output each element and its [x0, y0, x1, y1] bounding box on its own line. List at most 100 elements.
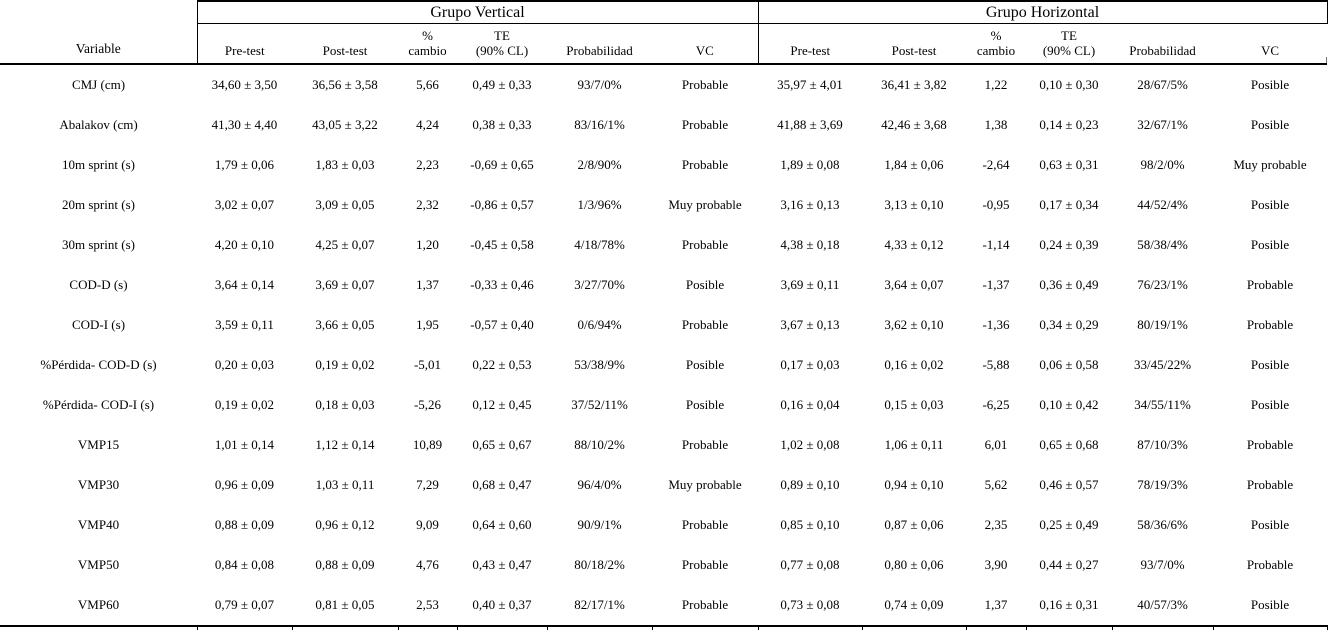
v-col-post-test: Post-test — [292, 23, 398, 65]
value-cell: 0,24 ± 0,39 — [1039, 237, 1099, 252]
value-cell: 0/6/94% — [577, 317, 622, 332]
value-cell: 28/67/5% — [1137, 77, 1188, 92]
value-cell: -6,25 — [982, 397, 1010, 412]
h-col-pre-test: Pre-test — [757, 23, 862, 65]
variable-cell: 30m sprint (s) — [62, 237, 135, 252]
value-cell: 90/9/1% — [577, 517, 622, 532]
value-cell: -1,36 — [982, 317, 1010, 332]
tick-cell — [0, 626, 197, 630]
value-cell: 76/23/1% — [1137, 277, 1188, 292]
value-cell: 93/7/0% — [577, 77, 622, 92]
value-cell: -2,64 — [982, 157, 1010, 172]
value-cell: 3/27/70% — [574, 277, 625, 292]
value-cell: 4,25 ± 0,07 — [315, 237, 375, 252]
h-col-post-test: Post-test — [862, 23, 966, 65]
value-cell: 0,44 ± 0,27 — [1039, 557, 1099, 572]
table-body: CMJ (cm) 34,60 ± 3,50 36,56 ± 3,58 5,66 0,49… — [0, 64, 1328, 627]
value-cell: -1,37 — [982, 277, 1010, 292]
value-cell: 1,79 ± 0,06 — [214, 157, 275, 172]
variable-cell: VMP60 — [0, 585, 197, 627]
value-cell: 4,24 — [416, 117, 439, 132]
value-cell: Probable — [652, 585, 758, 627]
table-row: Abalakov (cm) 41,30 ± 4,40 43,05 ± 3,22 4,2… — [0, 105, 1327, 145]
value-cell: 1,38 — [984, 117, 1008, 132]
h-col-te-90cl: TE (90% CL) — [1026, 23, 1112, 65]
variable-cell: %Pérdida- COD-I (s) — [42, 397, 155, 412]
value-cell: 4,20 ± 0,10 — [214, 237, 275, 252]
value-cell: 3,02 ± 0,07 — [214, 197, 275, 212]
value-cell: 33/45/22% — [1133, 357, 1192, 372]
value-cell: 42,46 ± 3,68 — [881, 117, 947, 132]
value-cell: Posible — [1250, 237, 1290, 252]
value-cell: 43,05 ± 3,22 — [312, 117, 378, 132]
value-cell: 3,09 ± 0,05 — [315, 197, 375, 212]
variable-cell: 10m sprint (s) — [62, 157, 135, 172]
value-cell: 0,25 ± 0,49 — [1039, 517, 1099, 532]
value-cell: 3,90 — [984, 557, 1008, 572]
value-cell: 5,62 — [984, 477, 1008, 492]
value-cell: 2/8/90% — [577, 157, 622, 172]
table-row: %Pérdida- COD-I (s) 0,19 ± 0,02 0,18 ± 0,0… — [0, 385, 1327, 425]
value-cell: 2,32 — [416, 197, 439, 212]
value-cell: 0,85 ± 0,10 — [780, 517, 840, 532]
v-col-vc: VC — [652, 23, 758, 65]
value-cell: 88/10/2% — [574, 437, 625, 452]
table-row: VMP40 0,88 ± 0,09 0,96 ± 0,12 9,09 0,64 ± 0,… — [0, 505, 1327, 545]
value-cell: 87/10/3% — [1137, 437, 1188, 452]
value-cell: 44/52/4% — [1137, 197, 1188, 212]
value-cell: 3,64 ± 0,07 — [884, 277, 944, 292]
bottom-tick-row — [0, 626, 1328, 630]
value-cell: 1,83 ± 0,03 — [315, 157, 375, 172]
value-cell: 3,66 ± 0,05 — [315, 317, 375, 332]
value-cell: 96/4/0% — [577, 477, 622, 492]
value-cell: Posible — [1213, 585, 1328, 627]
value-cell: 1,01 ± 0,14 — [214, 437, 275, 452]
value-cell: 0,96 ± 0,09 — [214, 477, 275, 492]
value-cell: 80/19/1% — [1137, 317, 1188, 332]
table-row: COD-I (s) 3,59 ± 0,11 3,66 ± 0,05 1,95 -0,57… — [0, 305, 1327, 345]
group-header-row: Variable Grupo Vertical Grupo Horizontal — [0, 0, 1328, 65]
value-cell: Probable — [681, 117, 729, 132]
value-cell: 4,38 ± 0,18 — [780, 237, 840, 252]
value-cell: 1/3/96% — [577, 197, 622, 212]
value-cell: 53/38/9% — [574, 357, 625, 372]
variable-cell: 20m sprint (s) — [62, 197, 135, 212]
tick-cell — [757, 626, 862, 630]
value-cell: 0,38 ± 0,33 — [472, 117, 532, 132]
value-cell: 3,67 ± 0,13 — [780, 317, 840, 332]
value-cell: 98/2/0% — [1140, 157, 1185, 172]
value-cell: 3,69 ± 0,07 — [315, 277, 375, 292]
value-cell: 3,13 ± 0,10 — [884, 197, 944, 212]
value-cell: -5,26 — [413, 397, 442, 412]
value-cell: 0,43 ± 0,47 — [472, 557, 532, 572]
value-cell: 32/67/1% — [1137, 117, 1188, 132]
value-cell: 0,16 ± 0,04 — [780, 397, 840, 412]
tick-cell — [546, 626, 652, 630]
h-col-pct-cambio: % cambio — [966, 23, 1026, 65]
variable-column-header: Variable — [0, 1, 198, 65]
variable-cell: VMP15 — [77, 437, 120, 452]
tick-cell — [1025, 626, 1112, 630]
value-cell: 0,06 ± 0,58 — [1039, 357, 1099, 372]
value-cell: Probable — [681, 317, 729, 332]
value-cell: 0,77 ± 0,08 — [780, 557, 840, 572]
value-cell: 1,84 ± 0,06 — [884, 157, 944, 172]
value-cell: 1,22 — [984, 77, 1008, 92]
tick-cell — [1111, 626, 1213, 630]
table-row: VMP15 1,01 ± 0,14 1,12 ± 0,14 10,89 0,65 ± 0… — [0, 425, 1327, 465]
value-cell: 0,80 ± 0,06 — [884, 557, 944, 572]
value-cell: 0,19 ± 0,02 — [214, 397, 275, 412]
value-cell: 9,09 — [416, 517, 439, 532]
value-cell: 83/16/1% — [574, 117, 625, 132]
value-cell: 82/17/1% — [547, 585, 652, 627]
value-cell: 36,56 ± 3,58 — [312, 77, 378, 92]
value-cell: 0,49 ± 0,33 — [472, 77, 532, 92]
value-cell: 0,87 ± 0,06 — [884, 517, 944, 532]
value-cell: Probable — [681, 157, 729, 172]
table-footer — [0, 626, 1328, 630]
value-cell: 0,34 ± 0,29 — [1039, 317, 1099, 332]
tick-cell — [291, 626, 398, 630]
value-cell: Muy probable — [668, 477, 742, 492]
value-cell: 0,73 ± 0,08 — [758, 585, 862, 627]
variable-cell: CMJ (cm) — [71, 77, 126, 92]
